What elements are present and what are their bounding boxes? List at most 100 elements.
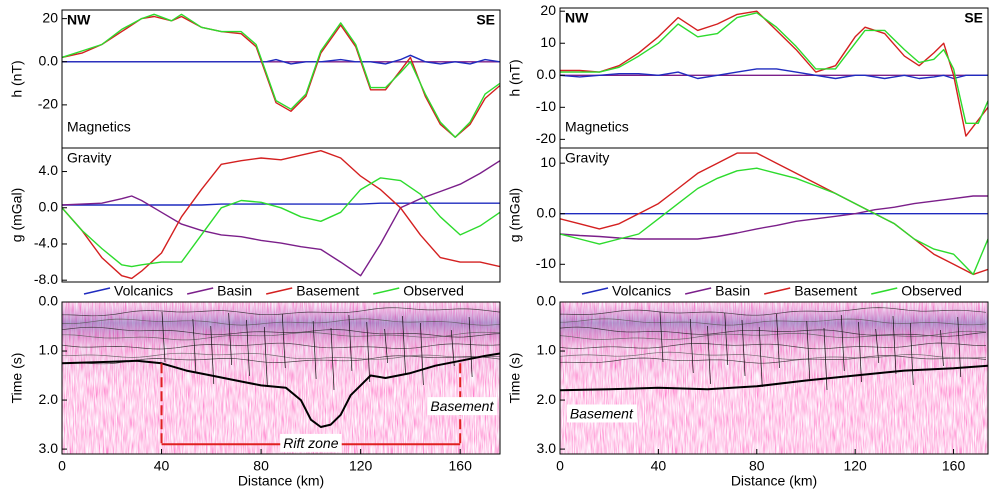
panel-label: Magnetics	[565, 119, 629, 135]
reflector	[560, 318, 987, 326]
panel-label: Gravity	[565, 150, 609, 166]
legend-swatch	[871, 287, 898, 295]
legend-swatch	[186, 287, 214, 295]
annotation: Basement	[430, 398, 494, 414]
fault	[758, 326, 763, 388]
series-line	[560, 152, 988, 276]
legend-label: Volcanics	[612, 283, 671, 299]
x-axis-label: Distance (km)	[238, 473, 324, 489]
label-background	[427, 397, 498, 416]
fault	[741, 319, 746, 377]
plot-area	[62, 13, 500, 138]
fault	[840, 314, 845, 372]
fault	[192, 318, 197, 374]
legend-label: Basin	[715, 283, 750, 299]
x-tick-label: 160	[942, 458, 966, 474]
fault	[776, 313, 780, 369]
series-line	[560, 195, 988, 240]
direction-label: SE	[476, 12, 495, 28]
fault	[264, 326, 268, 388]
reflector	[560, 330, 987, 340]
panel-label: Gravity	[67, 150, 111, 166]
series-line	[62, 160, 500, 277]
legend-label: Basin	[217, 283, 252, 299]
reflector	[62, 352, 500, 360]
annotation: Basement	[570, 405, 634, 421]
plot-area	[560, 302, 988, 454]
basement-horizon	[62, 352, 500, 428]
legend-label: Observed	[901, 283, 962, 299]
reflector	[560, 355, 987, 364]
y-tick-label: 10	[540, 154, 556, 170]
y-tick-label: 1.0	[537, 342, 557, 358]
x-tick-label: 0	[58, 458, 66, 474]
y-tick-label: 20	[540, 2, 556, 18]
reflector	[560, 351, 986, 360]
x-tick-label: 0	[556, 458, 564, 474]
plot-frame	[61, 147, 501, 283]
y-tick-label: 2.0	[537, 391, 557, 407]
x-tick-label: 40	[651, 458, 667, 474]
fault	[210, 325, 215, 385]
x-tick-label: 80	[253, 458, 269, 474]
plot-frame	[559, 147, 989, 283]
series-line	[62, 54, 500, 65]
fault	[312, 320, 317, 380]
fault	[384, 328, 388, 364]
y-tick-label: -10	[536, 98, 556, 114]
fault	[281, 313, 286, 369]
plot-area	[62, 302, 500, 454]
legend-swatch	[764, 287, 791, 295]
fault	[330, 327, 335, 391]
series-line	[560, 10, 988, 137]
plot-frame	[61, 301, 501, 455]
legend-swatch	[266, 287, 293, 295]
rift-label: Rift zone	[283, 435, 338, 451]
fault	[689, 318, 694, 374]
x-tick-label: 120	[843, 458, 867, 474]
y-tick-label: -20	[536, 130, 556, 146]
basement-horizon	[560, 364, 988, 392]
reflector	[62, 326, 500, 338]
panel: 20 0.0 -20 h (nT) NW SE Magnetics	[9, 9, 501, 149]
y-tick-label: 0.0	[537, 293, 557, 309]
direction-label: NW	[565, 10, 589, 26]
legend-swatch	[83, 287, 111, 295]
x-tick-label: 80	[749, 458, 765, 474]
fault	[858, 321, 862, 383]
panel: 10 0.0 -10 g (mGal) Gravity Volcanics Basin Bas…	[507, 147, 989, 299]
fault	[892, 315, 897, 375]
reflector	[62, 342, 500, 350]
panel: Basement 0.0 1.0 2.0 3.0 0 40 80 120 160 Time (s) D…	[507, 293, 989, 489]
legend-label: Volcanics	[114, 283, 173, 299]
y-tick-label: 4.0	[39, 162, 59, 178]
reflector	[62, 318, 500, 326]
series-line	[560, 12, 988, 124]
y-tick-label: -10	[536, 255, 556, 271]
panel-label: Magnetics	[67, 119, 131, 135]
y-tick-label: 1.0	[39, 342, 59, 358]
y-tick-label: 0.0	[39, 52, 59, 68]
panel: Rift zone Basement 0.0 1.0 2.0 3.0 0 40 80 120 160…	[9, 293, 501, 489]
fault	[823, 327, 828, 391]
x-tick-label: 120	[349, 458, 373, 474]
legend-swatch	[373, 287, 400, 295]
series-line	[560, 167, 988, 276]
y-tick-label: -20	[38, 96, 58, 112]
y-tick-label: 20	[42, 9, 58, 25]
plot-area	[560, 10, 988, 137]
series-line	[62, 202, 500, 206]
legend-label: Observed	[403, 283, 464, 299]
legend-label: Basement	[794, 283, 857, 299]
fault	[909, 322, 914, 386]
reflector	[62, 307, 500, 317]
fault	[875, 328, 880, 364]
fault	[246, 319, 250, 377]
fault	[450, 329, 455, 367]
y-axis-label: h (nT)	[9, 60, 25, 97]
y-axis-label: g (mGal)	[507, 188, 523, 242]
reflector	[62, 331, 500, 341]
y-tick-label: -8.0	[34, 271, 58, 287]
direction-label: SE	[964, 10, 983, 26]
fault	[420, 322, 424, 386]
